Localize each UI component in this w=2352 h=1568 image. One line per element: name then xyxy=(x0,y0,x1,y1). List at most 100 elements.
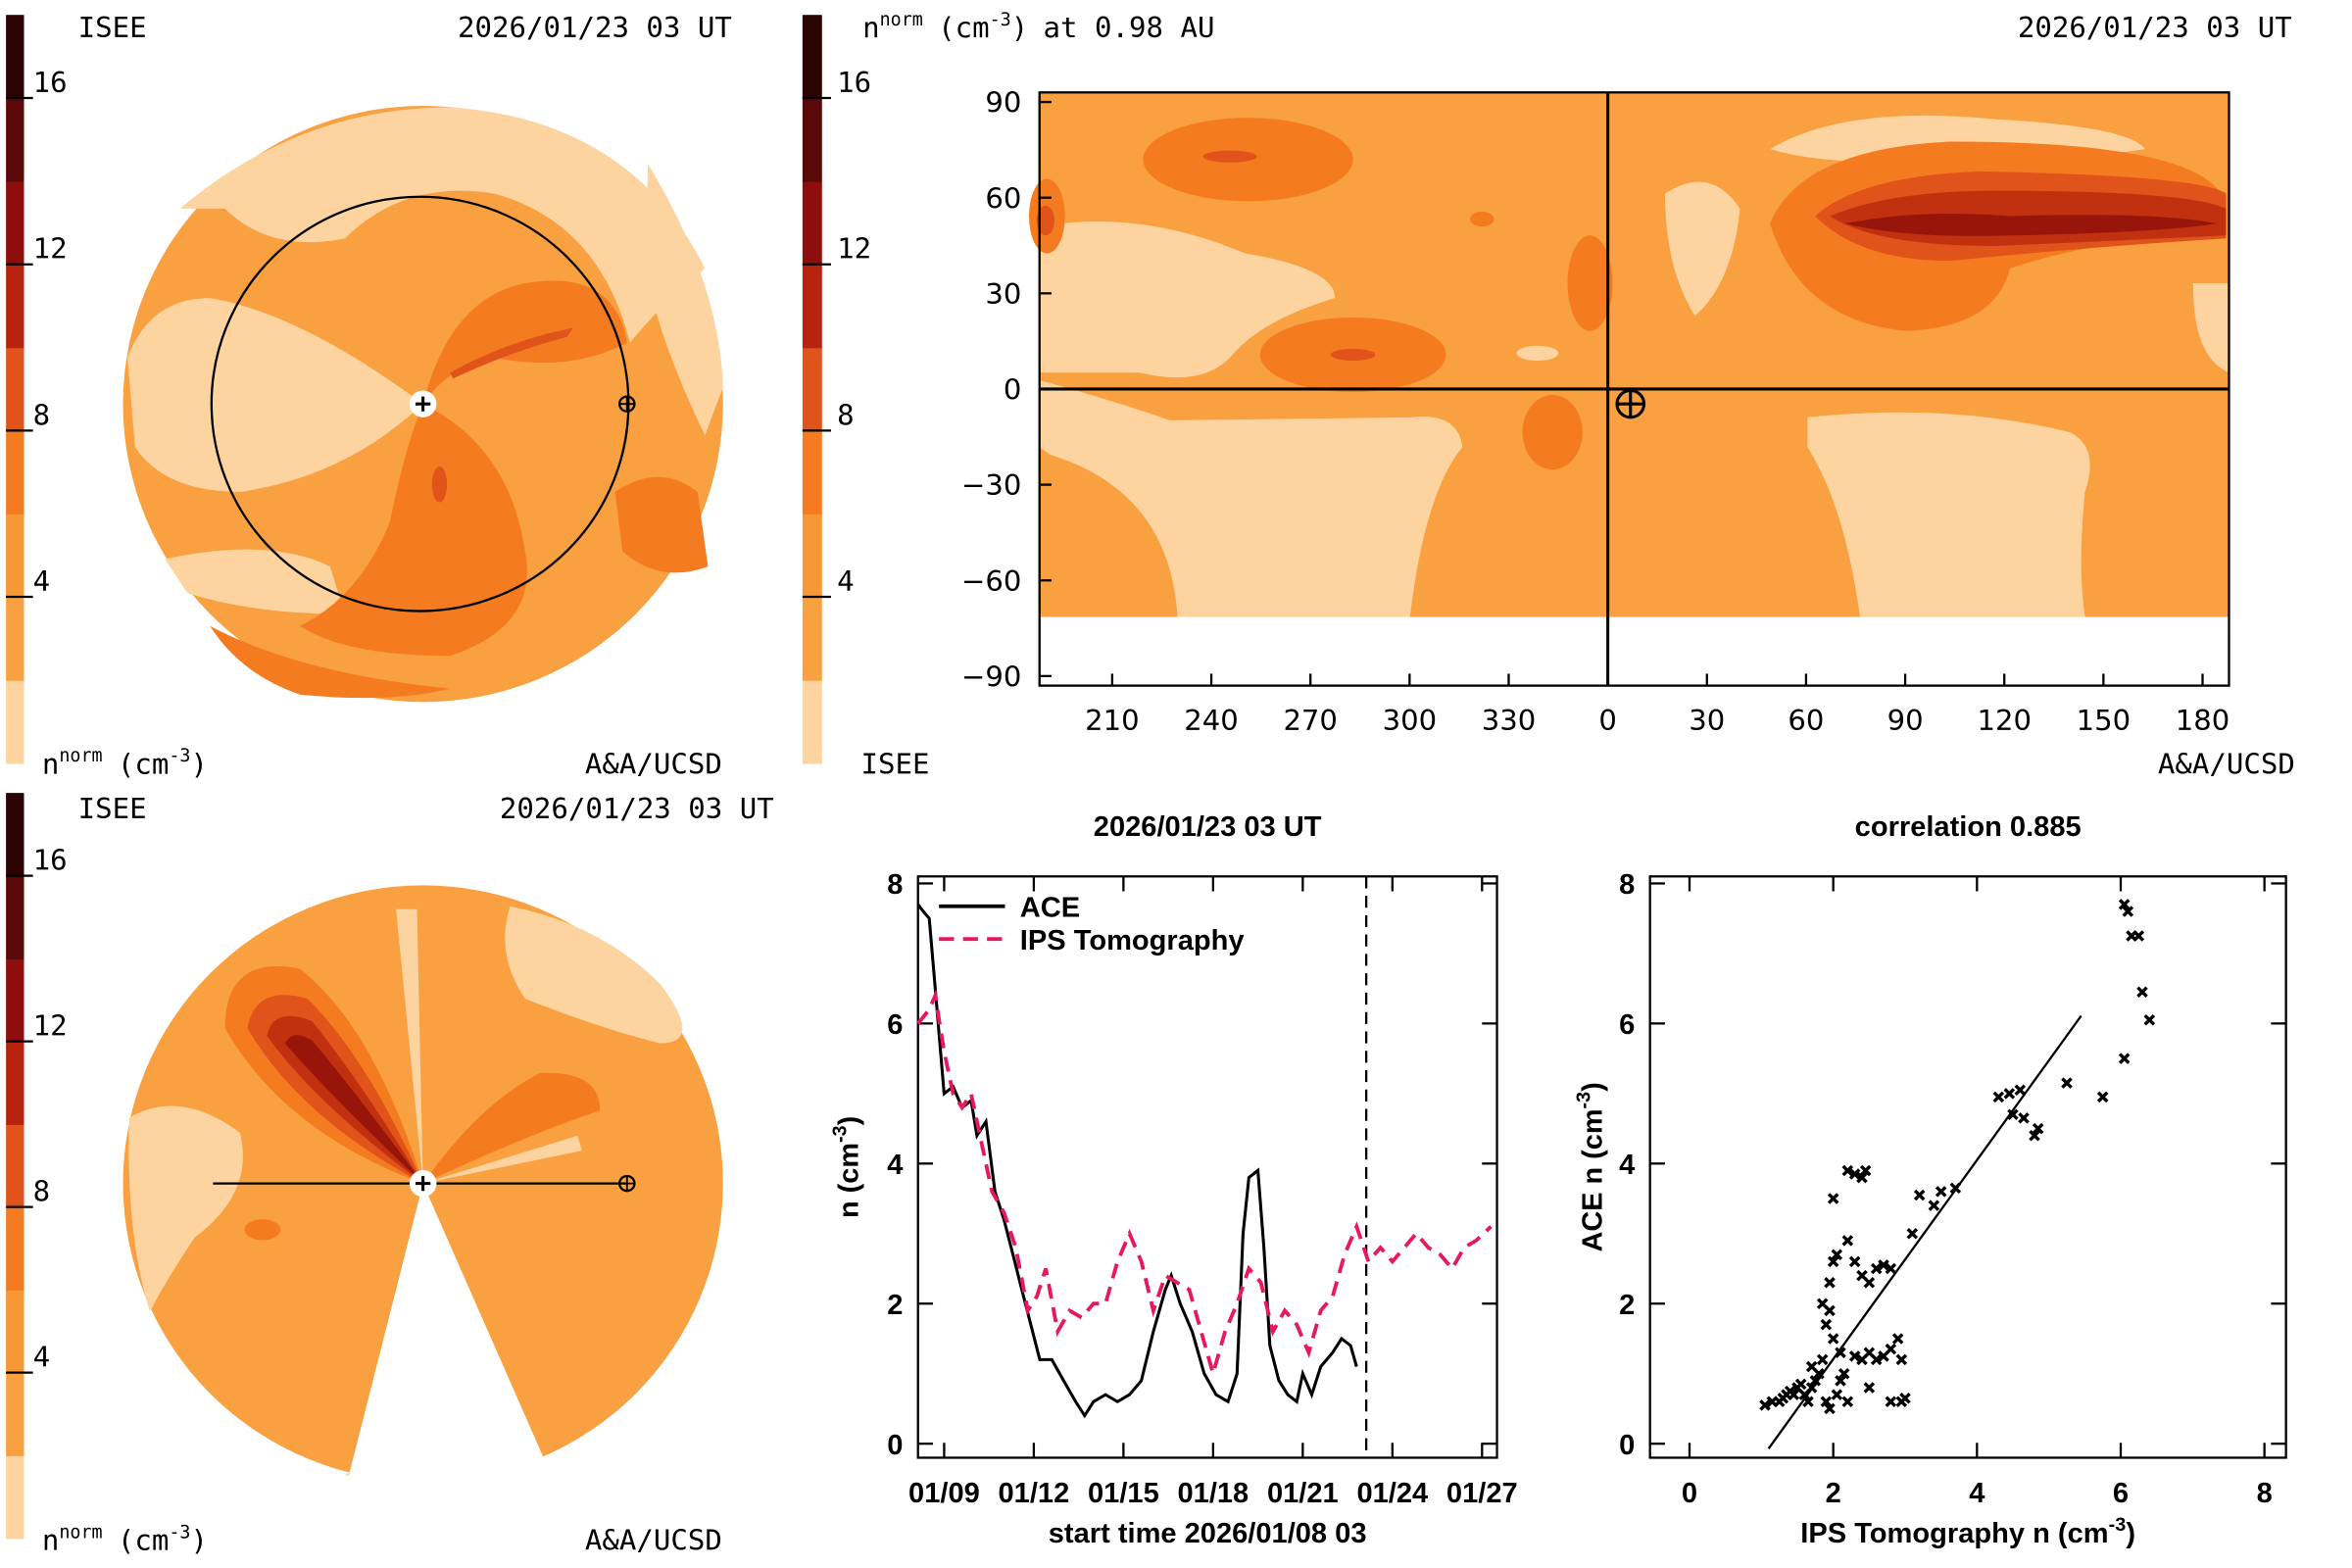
color-band xyxy=(6,430,24,514)
color-band xyxy=(802,679,822,764)
y-tick-label: 0 xyxy=(887,1430,903,1461)
axis-label-sup: -3 xyxy=(2109,1514,2127,1536)
x-tick-label: 330 xyxy=(1482,704,1536,737)
x-tick-label: 01/09 xyxy=(908,1478,980,1509)
axis-label-close: ) xyxy=(833,1116,864,1126)
unit-close: ) xyxy=(191,747,209,780)
map-credit: A&A/UCSD xyxy=(585,747,722,780)
synoptic-source: ISEE xyxy=(861,747,930,780)
axis-label-sup: -3 xyxy=(1573,1092,1594,1109)
map-shape xyxy=(422,1135,582,1184)
scatter-point xyxy=(1788,1389,1800,1400)
y-tick-label: 60 xyxy=(985,181,1021,215)
x-axis-label: start time 2026/01/08 03 xyxy=(1049,1518,1367,1549)
map-shape xyxy=(619,396,635,412)
x-tick-label: 01/27 xyxy=(1446,1478,1518,1509)
color-band xyxy=(6,180,24,266)
scatter-point xyxy=(1885,1396,1897,1408)
map-shape xyxy=(1470,211,1494,227)
colorbar-tick-label: 12 xyxy=(33,232,68,266)
map-shape xyxy=(431,466,448,503)
colorbar-tick-label: 16 xyxy=(837,66,871,99)
map-shape xyxy=(422,1072,601,1184)
synoptic-credit: A&A/UCSD xyxy=(2158,747,2295,780)
color-band xyxy=(6,1206,24,1291)
unit-label: nnorm (cm-3) at 0.98 AU xyxy=(862,10,1214,44)
color-band xyxy=(802,180,822,266)
x-tick-label: 270 xyxy=(1283,704,1337,737)
map-shape xyxy=(244,1219,281,1241)
x-tick-label: 180 xyxy=(2176,704,2230,737)
scatter-point xyxy=(1816,1353,1829,1366)
map-shape xyxy=(128,1105,243,1312)
synoptic-map xyxy=(1029,91,2230,687)
unit-close: ) xyxy=(1011,11,1029,44)
unit-symbol: n xyxy=(42,1524,60,1557)
y-tick-label: 8 xyxy=(1619,869,1635,901)
scatter-point xyxy=(1824,1277,1836,1289)
map-source: ISEE xyxy=(78,792,147,825)
scatter-point xyxy=(1870,1353,1883,1366)
map-shape xyxy=(1516,345,1559,362)
color-band xyxy=(6,1124,24,1208)
scatter-point xyxy=(2096,1091,2109,1103)
unit-label: nnorm (cm-3) xyxy=(42,1523,208,1557)
axis-label-text: ACE n (cm xyxy=(1578,1108,1609,1251)
map-shape xyxy=(1330,348,1376,362)
color-band xyxy=(6,347,24,432)
scatter-point xyxy=(1913,1189,1926,1201)
colorbar-tick-label: 4 xyxy=(33,564,51,598)
map-time: 2026/01/23 03 UT xyxy=(500,792,774,825)
scatter-point xyxy=(1827,1193,1839,1204)
map-shape xyxy=(1807,412,2090,617)
map-shape xyxy=(1617,390,1644,417)
scatter-point xyxy=(1848,1168,1861,1180)
color-band xyxy=(6,1041,24,1125)
map-shape xyxy=(300,404,527,657)
scatter-point xyxy=(2122,906,2134,917)
map-shape xyxy=(1036,205,1055,236)
polar-map-top xyxy=(122,105,723,703)
map-shape xyxy=(450,327,573,379)
color-band xyxy=(6,1372,24,1456)
y-tick-label: 8 xyxy=(887,869,903,901)
unit-exp: -3 xyxy=(169,746,190,766)
colorbar-tick-label: 4 xyxy=(33,1341,51,1374)
color-band xyxy=(6,875,24,959)
map-shape xyxy=(1202,150,1257,163)
series-line xyxy=(916,988,1493,1381)
map-shape xyxy=(614,476,709,573)
scatter-point xyxy=(1906,1228,1919,1240)
color-band xyxy=(6,1455,24,1540)
map-shape xyxy=(415,1176,431,1192)
map-shape xyxy=(1039,379,1463,617)
y-tick-label: 2 xyxy=(1619,1290,1635,1321)
colorbar-tick-label: 12 xyxy=(837,232,871,266)
x-tick-label: 2 xyxy=(1826,1478,1841,1509)
x-tick-label: 01/24 xyxy=(1356,1478,1428,1509)
color-band xyxy=(6,264,24,349)
y-tick-label: −60 xyxy=(961,564,1021,598)
y-tick-label: 0 xyxy=(1004,373,1021,407)
color-band xyxy=(802,514,822,598)
color-band xyxy=(802,15,822,99)
scatter-point xyxy=(1809,1375,1822,1387)
x-tick-label: 01/21 xyxy=(1267,1478,1339,1509)
unit-exp: -3 xyxy=(169,1523,190,1544)
x-tick-label: 120 xyxy=(1977,704,2031,737)
scatter-point xyxy=(1824,1304,1836,1317)
unit-symbol: n xyxy=(862,11,880,44)
color-band xyxy=(6,958,24,1043)
unit-open: (cm xyxy=(118,1524,169,1557)
colorbar-tick-label: 16 xyxy=(33,844,68,877)
scatter-point xyxy=(2029,1129,2040,1142)
map-credit: A&A/UCSD xyxy=(585,1524,722,1557)
x-tick-label: 0 xyxy=(1598,704,1616,737)
x-tick-label: 01/12 xyxy=(999,1478,1070,1509)
x-tick-label: 30 xyxy=(1689,704,1725,737)
scatter-point xyxy=(2003,1088,2016,1100)
scatter-point xyxy=(1899,1392,1911,1404)
scatter-point xyxy=(1820,1396,1833,1408)
